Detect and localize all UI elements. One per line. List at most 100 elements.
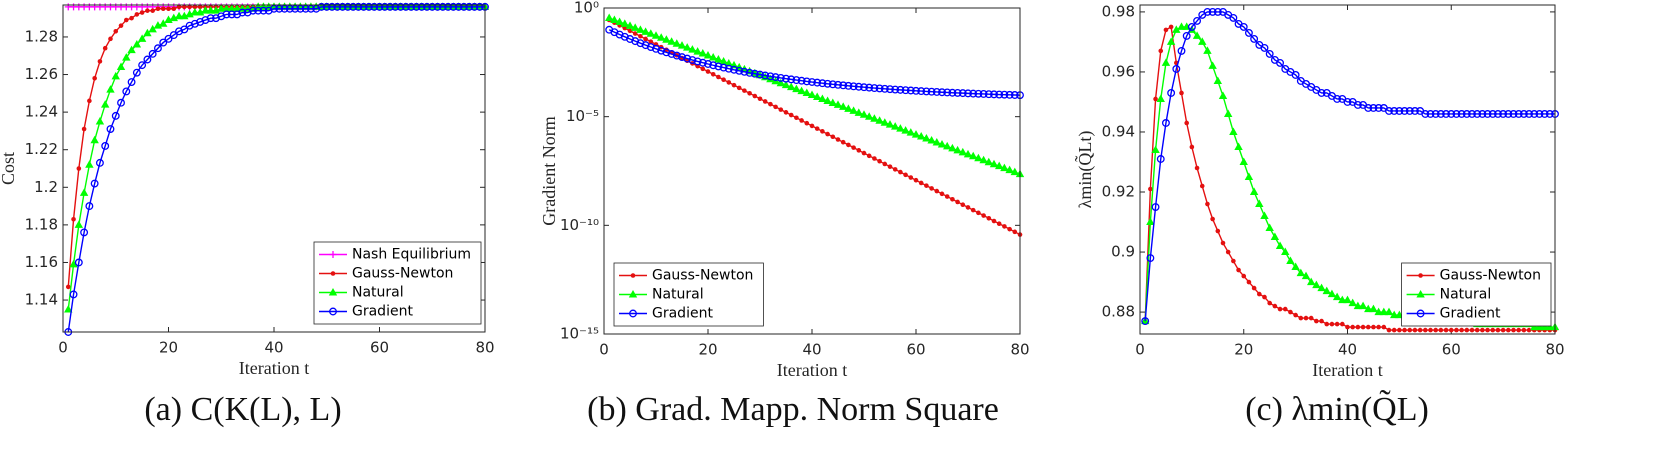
- marker: [338, 2, 347, 11]
- marker: [1156, 94, 1165, 102]
- marker: [861, 150, 867, 156]
- marker: [974, 153, 983, 162]
- marker: [667, 37, 676, 45]
- marker: [787, 75, 796, 84]
- marker: [963, 149, 973, 158]
- legend-label: Gradient: [1440, 306, 1501, 322]
- marker: [1442, 110, 1451, 118]
- marker: [127, 78, 136, 87]
- marker: [1168, 24, 1174, 30]
- x-tick-label: 40: [802, 341, 821, 359]
- marker: [950, 196, 955, 202]
- marker: [629, 309, 637, 318]
- marker: [990, 90, 998, 99]
- marker: [454, 2, 463, 11]
- marker: [143, 28, 152, 37]
- marker: [896, 124, 905, 132]
- marker: [1433, 327, 1438, 333]
- marker: [860, 83, 868, 92]
- marker: [693, 57, 702, 66]
- marker: [1000, 90, 1009, 99]
- marker: [444, 2, 453, 11]
- axes-frame: [62, 4, 486, 333]
- marker: [787, 82, 796, 91]
- marker: [643, 36, 648, 42]
- marker: [164, 34, 173, 43]
- marker: [69, 290, 78, 299]
- marker: [380, 2, 389, 11]
- marker: [969, 89, 978, 98]
- marker: [1319, 318, 1324, 324]
- marker: [365, 2, 373, 11]
- marker: [802, 77, 811, 86]
- marker: [652, 44, 660, 53]
- marker: [995, 90, 1004, 99]
- marker: [159, 38, 168, 47]
- marker: [153, 44, 162, 53]
- marker: [81, 126, 87, 132]
- marker: [788, 112, 794, 118]
- marker: [719, 63, 728, 72]
- marker: [1229, 127, 1238, 135]
- y-tick-label: 1.28: [25, 27, 58, 45]
- marker: [825, 131, 830, 137]
- marker: [1340, 321, 1345, 327]
- marker: [1187, 22, 1196, 31]
- marker: [731, 82, 737, 88]
- marker: [85, 160, 94, 168]
- marker: [1443, 327, 1449, 333]
- y-tick-label: 0.9: [1111, 243, 1135, 261]
- series-line: [608, 29, 1021, 96]
- marker: [846, 142, 851, 148]
- marker: [328, 288, 338, 296]
- marker: [610, 15, 619, 23]
- marker: [757, 96, 763, 102]
- marker: [1005, 90, 1014, 99]
- marker: [227, 4, 236, 12]
- marker: [108, 36, 113, 42]
- marker: [1386, 327, 1392, 333]
- marker: [317, 2, 326, 11]
- marker: [1350, 324, 1355, 330]
- marker: [180, 11, 189, 20]
- marker: [636, 25, 645, 33]
- marker: [1312, 280, 1321, 289]
- marker: [648, 39, 654, 44]
- marker: [1203, 7, 1212, 16]
- marker: [917, 87, 926, 96]
- marker: [901, 86, 910, 95]
- marker: [1265, 223, 1274, 232]
- marker: [1499, 110, 1508, 118]
- marker: [828, 80, 837, 89]
- marker: [217, 4, 226, 12]
- marker: [1459, 327, 1464, 333]
- marker: [412, 2, 421, 11]
- marker: [979, 155, 988, 164]
- marker: [1457, 110, 1466, 118]
- marker: [1172, 64, 1181, 73]
- marker: [1177, 46, 1186, 55]
- y-tick-label: 1.14: [25, 291, 58, 309]
- marker: [1010, 167, 1019, 176]
- marker: [1303, 315, 1309, 321]
- marker: [683, 54, 692, 63]
- marker: [835, 137, 841, 142]
- marker: [628, 290, 638, 298]
- marker: [259, 6, 268, 15]
- marker: [944, 194, 950, 199]
- marker: [1246, 279, 1252, 285]
- marker: [1454, 327, 1459, 333]
- marker: [880, 118, 889, 126]
- marker: [1390, 107, 1399, 115]
- marker: [625, 21, 635, 29]
- marker: [1179, 90, 1184, 96]
- axes-frame: [603, 7, 1021, 335]
- marker: [1495, 327, 1501, 333]
- marker: [97, 59, 103, 64]
- x-tick-label: 0: [599, 341, 609, 359]
- marker: [820, 129, 825, 134]
- marker: [102, 45, 108, 51]
- marker: [939, 191, 945, 197]
- marker: [1291, 262, 1300, 271]
- marker: [1267, 300, 1272, 306]
